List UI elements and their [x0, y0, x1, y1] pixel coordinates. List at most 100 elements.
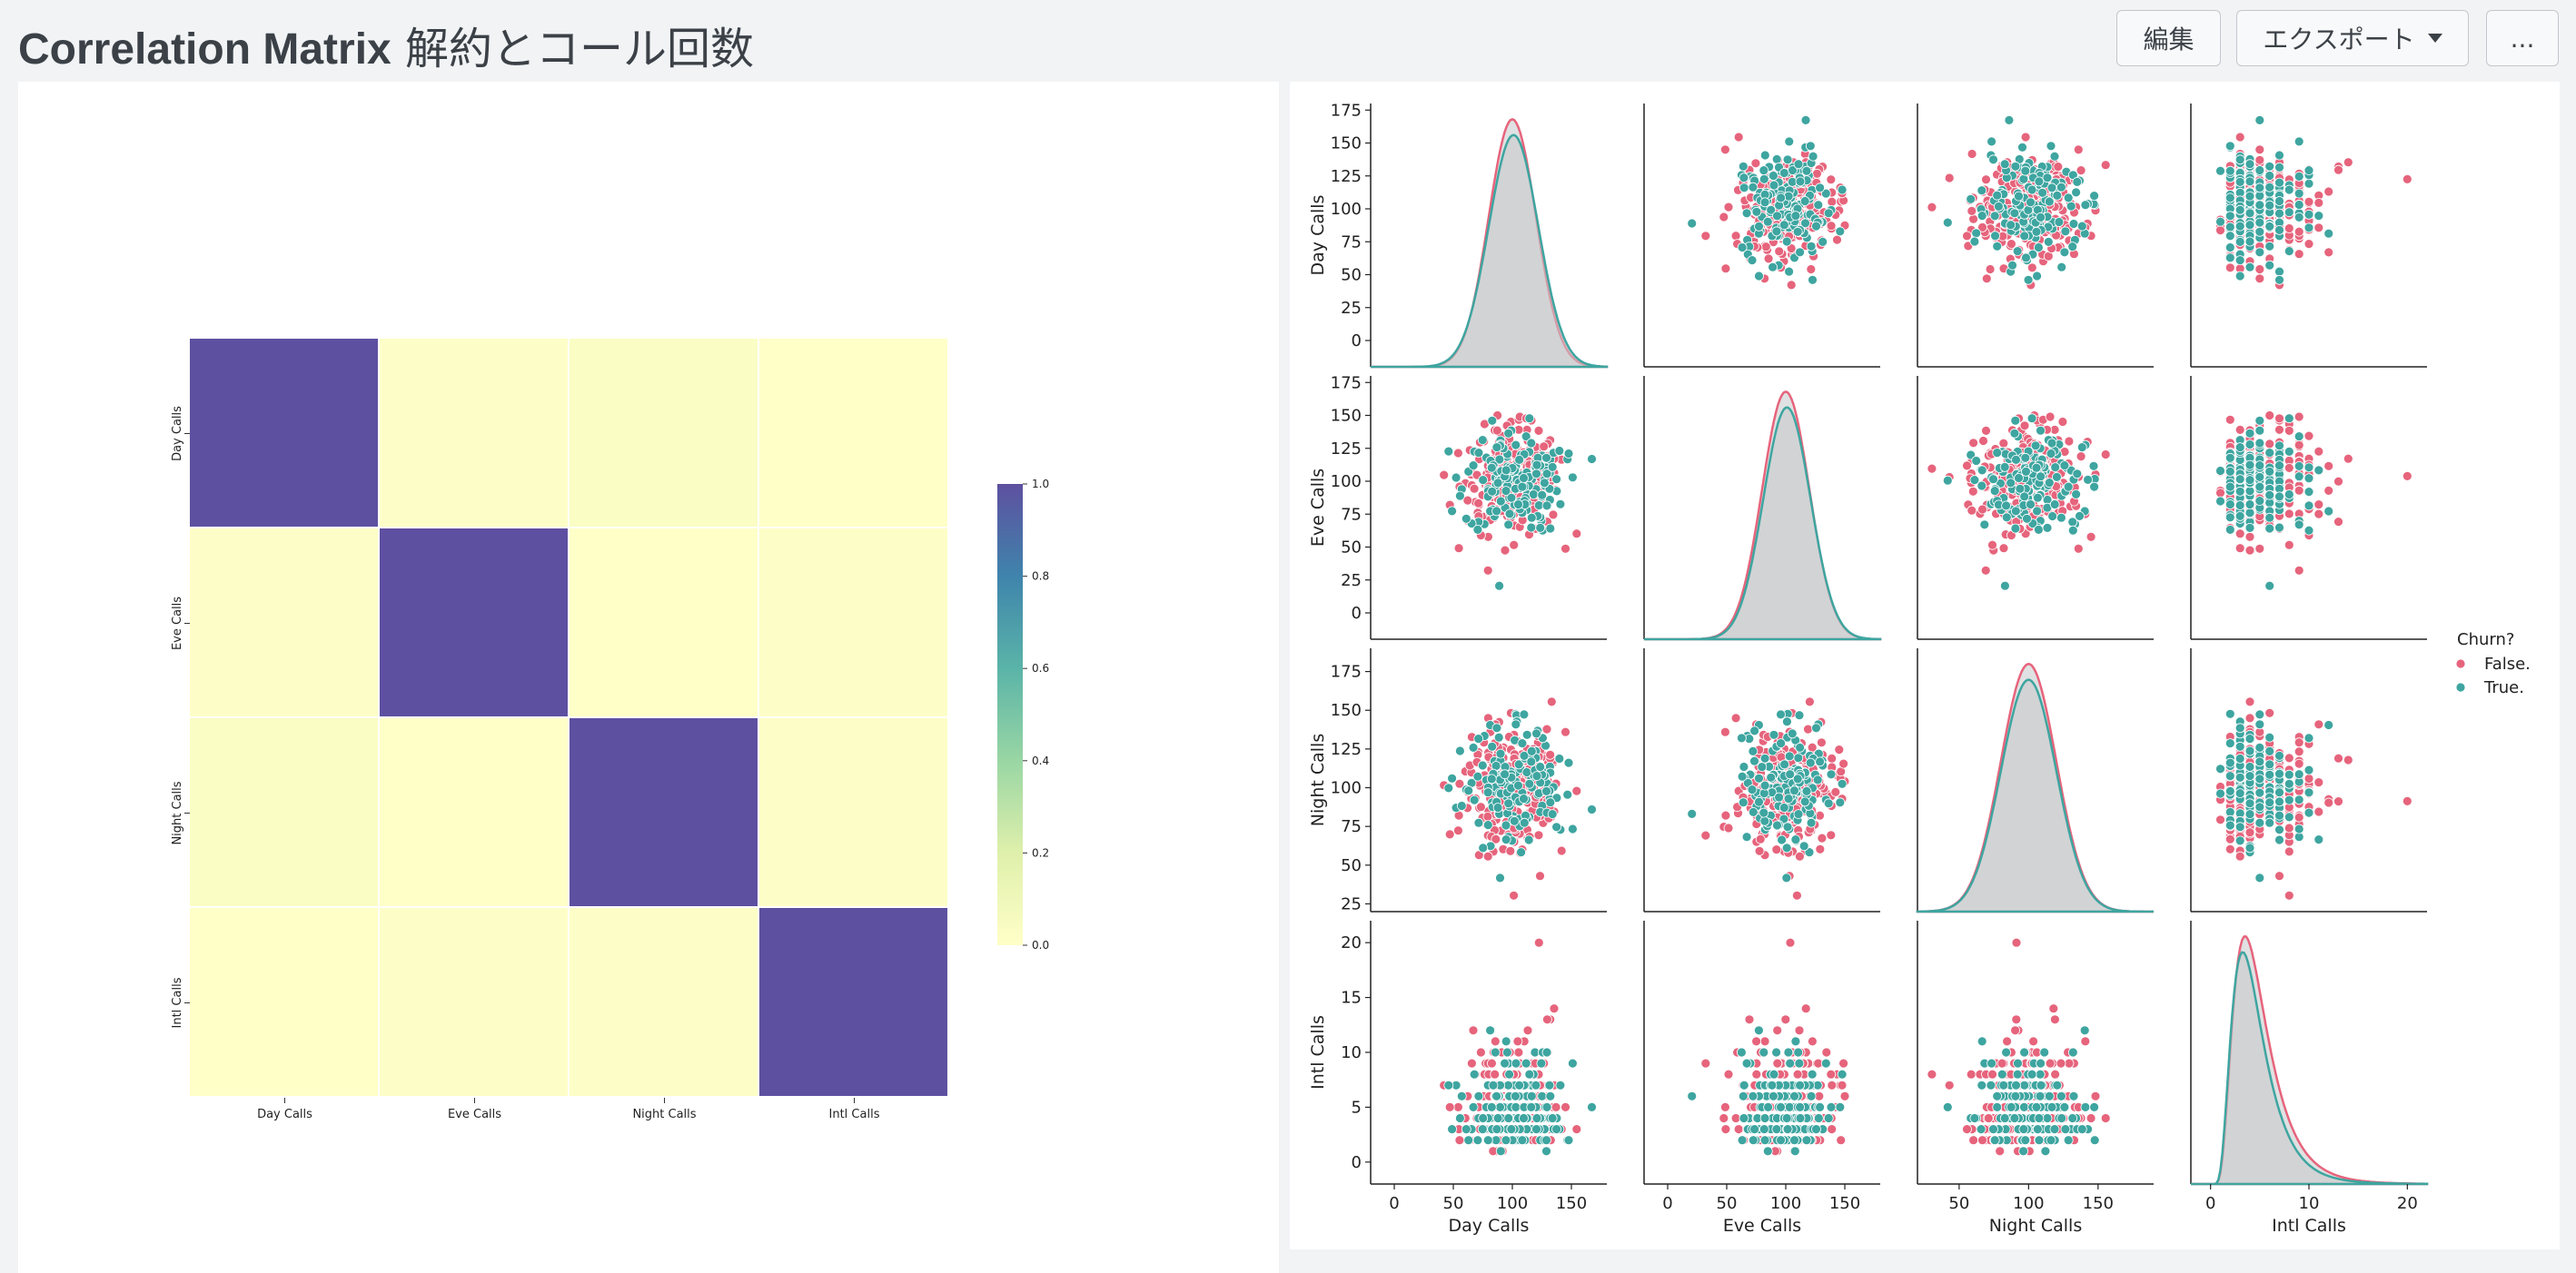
scatter-point-true	[2047, 511, 2057, 521]
scatter-point-true	[2089, 191, 2099, 201]
scatter-point-false	[1491, 834, 1501, 844]
scatter-point-true	[2046, 141, 2056, 152]
scatter-point-true	[1482, 820, 1493, 830]
scatter-point-true	[1567, 1058, 1578, 1069]
scatter-point-true	[1451, 472, 1461, 483]
scatter-point-true	[1776, 709, 1786, 720]
scatter-point-true	[1759, 1135, 1770, 1146]
scatter-point-true	[2234, 154, 2245, 165]
scatter-point-true	[1563, 449, 1574, 459]
scatter-point-true	[2274, 522, 2284, 533]
scatter-point-true	[2032, 271, 2042, 281]
scatter-point-true	[1815, 183, 1825, 193]
scatter-point-true	[1517, 738, 1528, 748]
scatter-point-false	[1509, 539, 1520, 550]
scatter-point-true	[1748, 1090, 1759, 1101]
scatter-point-false	[2323, 485, 2334, 496]
scatter-point-true	[1486, 774, 1497, 785]
scatter-point-false	[1533, 937, 1544, 948]
scatter-point-false	[2333, 796, 2343, 806]
export-button[interactable]: エクスポート	[2236, 10, 2469, 66]
scatter-point-true	[2254, 247, 2265, 258]
scatter-point-true	[1771, 1124, 1782, 1134]
scatter-point-true	[1454, 745, 1465, 756]
scatter-point-true	[2254, 415, 2265, 426]
scatter-point-true	[1766, 204, 1777, 215]
scatter-point-false	[1987, 1069, 1997, 1080]
scatter-point-true	[1759, 780, 1770, 791]
scatter-point-false	[1452, 825, 1463, 836]
scatter-point-true	[1491, 1090, 1502, 1101]
scatter-point-true	[1795, 176, 1806, 187]
scatter-point-true	[2234, 510, 2245, 521]
scatter-point-false	[1556, 845, 1567, 856]
scatter-point-true	[1777, 834, 1787, 845]
scatter-point-true	[1473, 448, 1484, 459]
y-tick-label: 125	[1331, 740, 1362, 759]
scatter-point-true	[2042, 173, 2053, 183]
scatter-point-true	[1794, 1058, 1805, 1069]
scatter-point-true	[1977, 211, 1987, 222]
scatter-point-true	[1541, 1135, 1551, 1146]
scatter-point-false	[2224, 844, 2235, 854]
scatter-point-false	[1808, 1036, 1818, 1047]
scatter-point-true	[1759, 1113, 1770, 1123]
scatter-point-true	[1495, 748, 1506, 759]
scatter-point-true	[1501, 1036, 1511, 1047]
y-tick-label: 150	[1331, 407, 1362, 426]
scatter-point-true	[1519, 817, 1530, 828]
scatter-point-true	[1501, 1047, 1512, 1058]
y-tick-label: 0	[1352, 331, 1362, 350]
scatter-point-true	[2284, 184, 2294, 195]
scatter-point-true	[1563, 757, 1574, 768]
scatter-point-true	[1541, 786, 1551, 796]
scatter-point-true	[1837, 778, 1848, 789]
scatter-point-true	[2274, 796, 2284, 807]
scatter-point-true	[2234, 788, 2245, 798]
heatmap-cell	[190, 908, 378, 1096]
scatter-point-true	[1806, 817, 1817, 828]
scatter-point-true	[1541, 500, 1552, 511]
scatter-point-true	[1567, 824, 1578, 834]
heatmap-panel: Day Calls Eve Calls Night Calls Intl Calls D…	[18, 82, 1279, 1273]
y-tick-label: 15	[1341, 989, 1362, 1008]
scatter-point-false	[2010, 1025, 2020, 1036]
more-button[interactable]: ...	[2486, 10, 2559, 66]
scatter-point-true	[2264, 161, 2275, 172]
scatter-point-true	[2001, 500, 2011, 511]
edit-button[interactable]: 編集	[2116, 10, 2221, 66]
scatter-point-true	[2264, 580, 2275, 591]
scatter-point-false	[2254, 543, 2265, 554]
scatter-point-false	[2234, 543, 2245, 554]
scatter-point-false	[2313, 508, 2324, 519]
page-title: Correlation Matrix 解約とコール回数	[18, 13, 754, 76]
scatter-point-true	[2215, 764, 2225, 775]
scatter-point-true	[2284, 769, 2294, 780]
scatter-point-false	[1836, 1135, 1847, 1146]
scatter-point-true	[1994, 201, 2004, 212]
scatter-point-false	[1826, 1069, 1837, 1080]
x-tick-label: 100	[1770, 1194, 1801, 1213]
scatter-point-true	[1820, 1058, 1831, 1069]
scatter-point-false	[2028, 1036, 2038, 1047]
correlation-heatmap: Day Calls Eve Calls Night Calls Intl CallsD…	[171, 339, 1049, 1121]
scatter-point-false	[1723, 202, 1734, 212]
scatter-point-true	[2026, 197, 2036, 208]
scatter-point-true	[1495, 1146, 1506, 1157]
scatter-point-false	[1490, 1069, 1501, 1080]
scatter-point-true	[1516, 847, 1527, 857]
scatter-point-true	[1806, 1090, 1817, 1101]
scatter-point-false	[1505, 845, 1516, 856]
scatter-point-true	[2224, 738, 2235, 748]
colorbar-tick-label: 0.4	[1032, 755, 1049, 767]
scatter-point-true	[1778, 220, 1789, 231]
scatter-point-true	[1823, 1113, 1834, 1123]
scatter-point-true	[2234, 754, 2245, 764]
scatter-point-true	[1447, 773, 1458, 784]
y-tick-label: 75	[1341, 505, 1362, 524]
scatter-point-true	[1799, 196, 1810, 206]
scatter-point-false	[1545, 749, 1556, 760]
scatter-point-true	[1767, 1080, 1778, 1090]
scatter-point-false	[2313, 499, 2324, 510]
scatter-point-false	[1794, 1025, 1805, 1036]
